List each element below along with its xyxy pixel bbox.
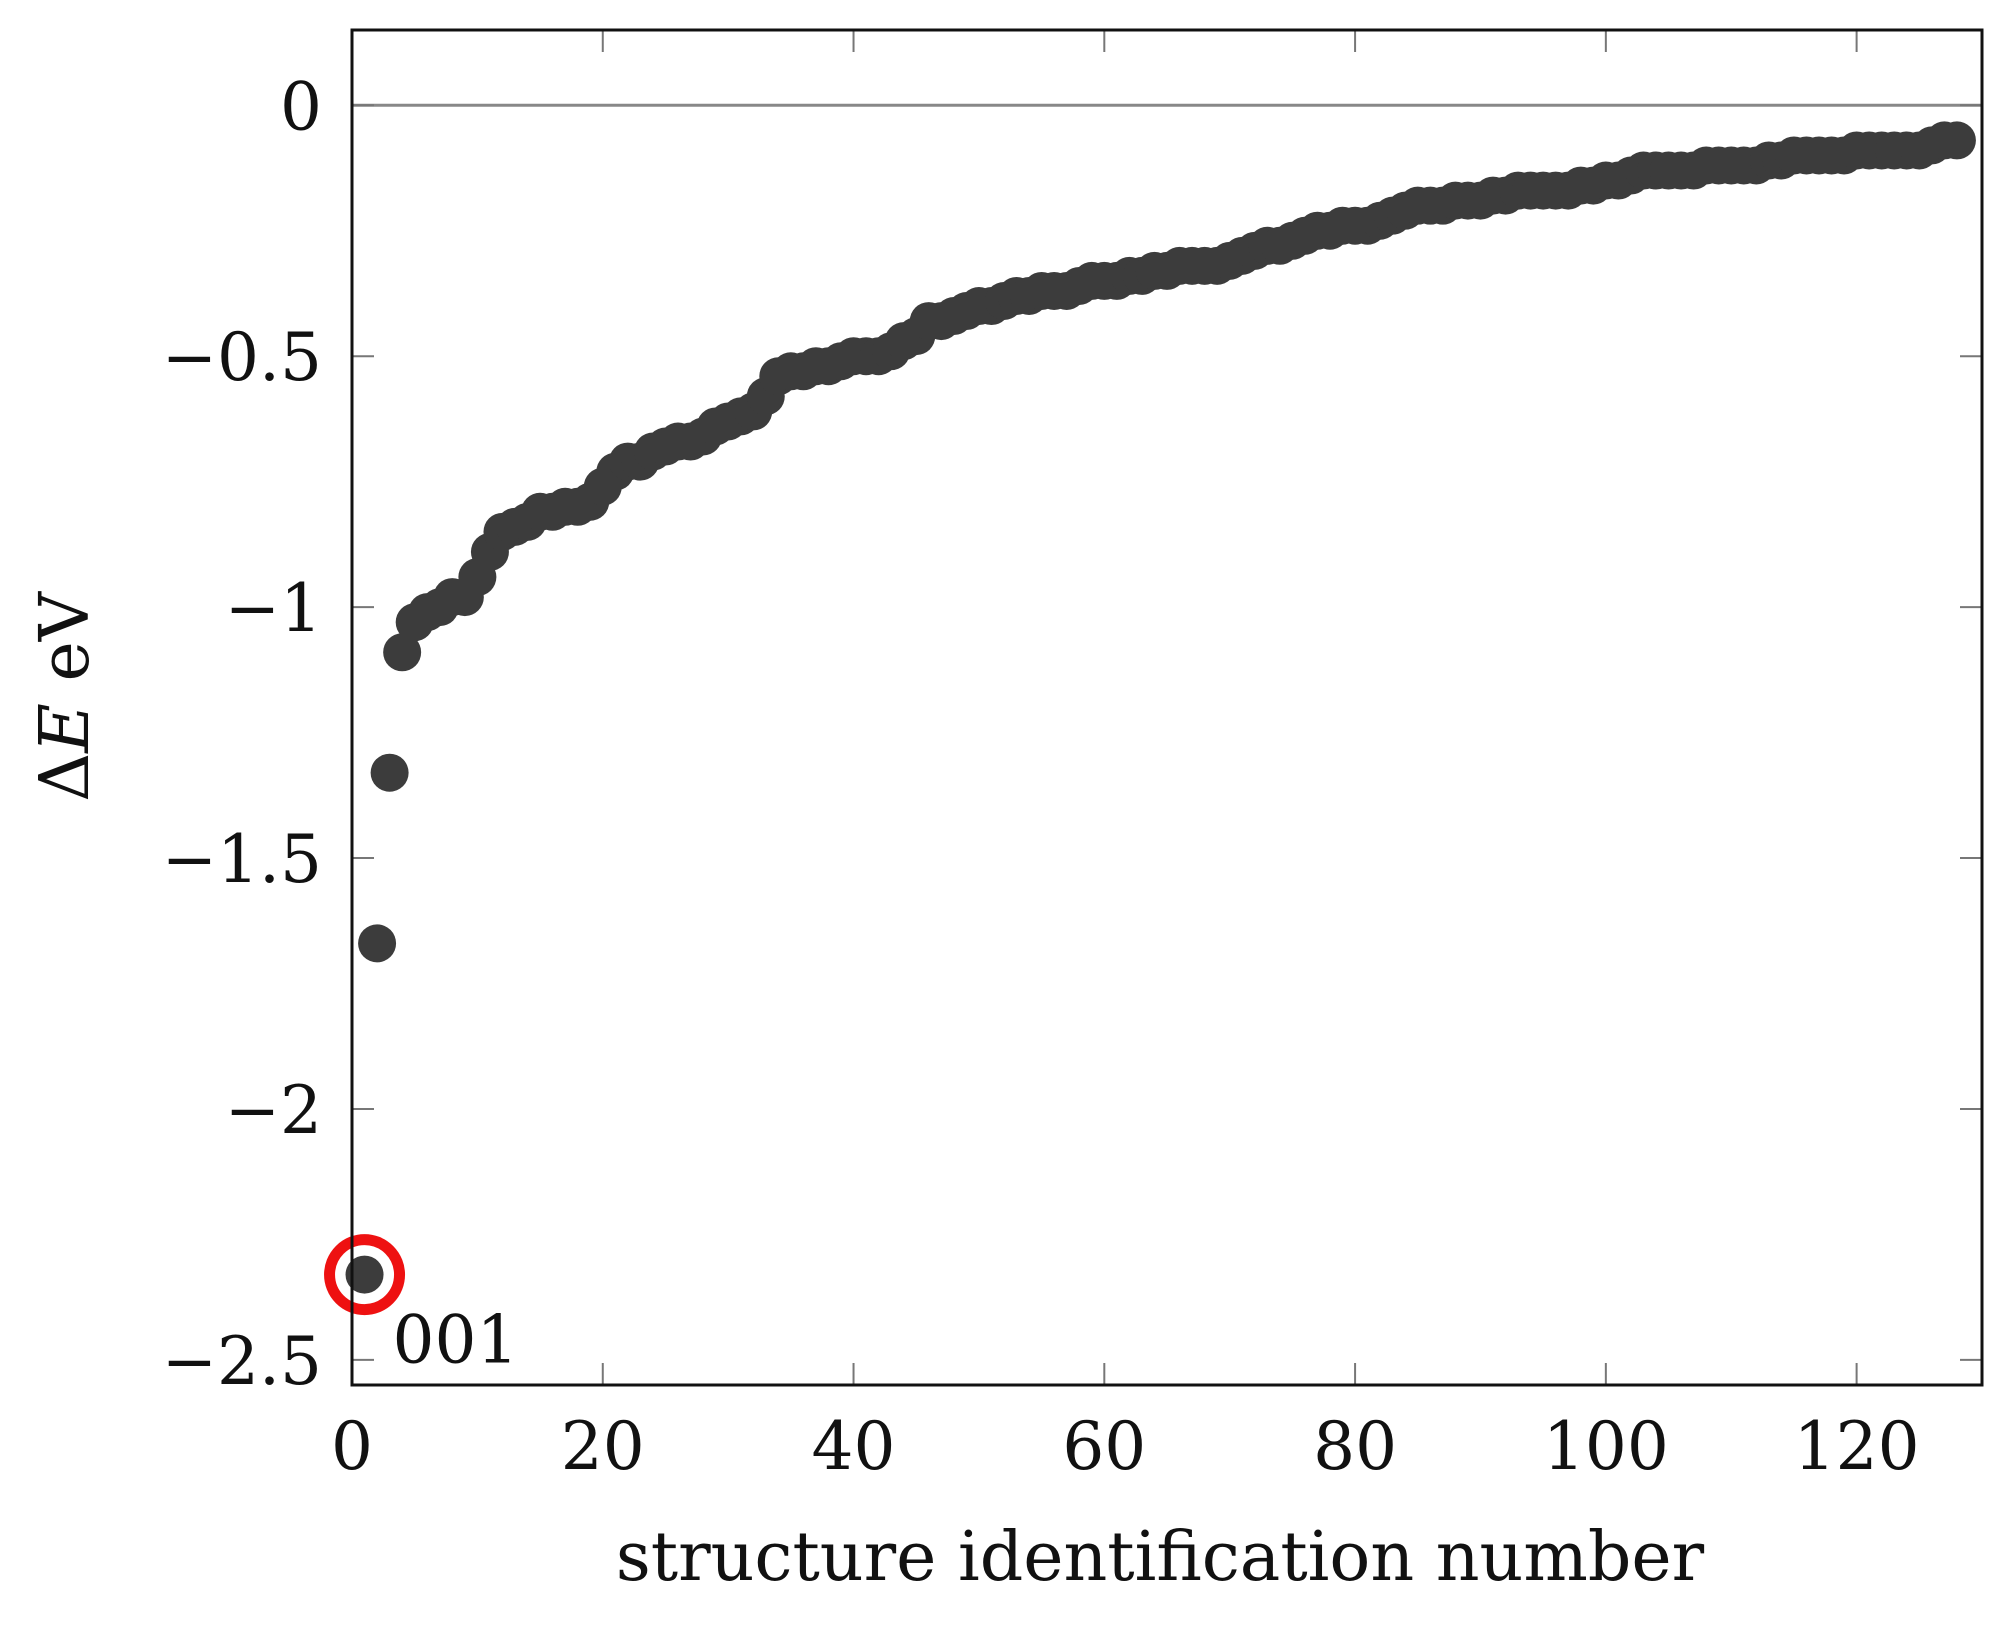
y-axis-label: ΔE eV <box>26 590 105 802</box>
plot-frame <box>350 28 1984 1387</box>
data-point-0-1 <box>358 924 397 963</box>
y-tick-label-1: −0.5 <box>162 319 322 396</box>
x-tick-label-4: 80 <box>1313 1408 1397 1485</box>
y-tick-label-0: 0 <box>280 68 322 145</box>
y-axis-label-unit: eV <box>26 590 105 703</box>
y-axis-label-prefix: Δ <box>26 753 105 802</box>
data-point-0-127 <box>1937 121 1976 160</box>
y-tick-label-4: −2 <box>225 1072 322 1149</box>
data-points-group <box>345 121 1976 1294</box>
x-tick-label-6: 120 <box>1794 1408 1920 1485</box>
x-axis-label: structure identification number <box>616 1518 1705 1597</box>
highlight-ring <box>324 1234 406 1316</box>
data-point-0-0 <box>345 1255 384 1294</box>
x-tick-label-1: 20 <box>561 1408 645 1485</box>
highlight-label: 001 <box>393 1302 519 1379</box>
data-point-0-3 <box>383 633 422 672</box>
x-tick-label-0: 0 <box>331 1408 373 1485</box>
highlight-group: 001 <box>324 1234 519 1379</box>
tick-marks-group <box>351 30 1982 1385</box>
data-point-0-2 <box>370 753 409 792</box>
y-tick-label-3: −1.5 <box>162 821 322 898</box>
x-tick-label-5: 100 <box>1543 1408 1669 1485</box>
y-tick-labels-group: 0 −0.5 −1 −1.5 −2 −2.5 <box>162 68 322 1400</box>
x-tick-labels-group: 0 20 40 60 80 100 120 <box>331 1408 1920 1485</box>
plot-frame-group <box>350 28 1984 1387</box>
y-tick-label-5: −2.5 <box>162 1323 322 1400</box>
x-tick-label-3: 60 <box>1062 1408 1146 1485</box>
y-axis-label-variable: E <box>26 703 105 755</box>
x-tick-label-2: 40 <box>812 1408 896 1485</box>
y-tick-label-2: −1 <box>225 570 322 647</box>
